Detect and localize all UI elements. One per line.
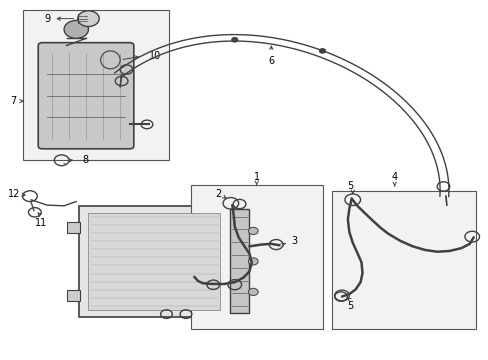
Bar: [66, 222, 80, 233]
Bar: [229, 210, 249, 314]
Text: 1: 1: [253, 172, 259, 182]
Bar: [331, 191, 475, 329]
Circle shape: [248, 227, 258, 234]
Text: 12: 12: [8, 189, 20, 199]
Text: 8: 8: [82, 155, 88, 165]
Bar: [88, 213, 220, 310]
Text: 6: 6: [268, 55, 274, 66]
Text: 5: 5: [347, 181, 353, 192]
Bar: [22, 10, 168, 160]
Circle shape: [78, 11, 99, 27]
Bar: [79, 206, 229, 317]
Bar: [66, 290, 80, 301]
Text: 9: 9: [44, 14, 50, 24]
Circle shape: [231, 38, 237, 42]
Bar: [190, 185, 322, 329]
Text: 3: 3: [290, 236, 296, 246]
Circle shape: [319, 49, 325, 53]
Circle shape: [64, 21, 88, 39]
Circle shape: [248, 258, 258, 265]
Text: 5: 5: [347, 301, 353, 311]
FancyBboxPatch shape: [38, 42, 134, 149]
Text: 4: 4: [391, 172, 397, 182]
Text: 7: 7: [10, 96, 16, 106]
Text: 11: 11: [35, 219, 47, 228]
Text: 10: 10: [149, 51, 162, 61]
Circle shape: [248, 288, 258, 296]
Text: 2: 2: [215, 189, 222, 199]
